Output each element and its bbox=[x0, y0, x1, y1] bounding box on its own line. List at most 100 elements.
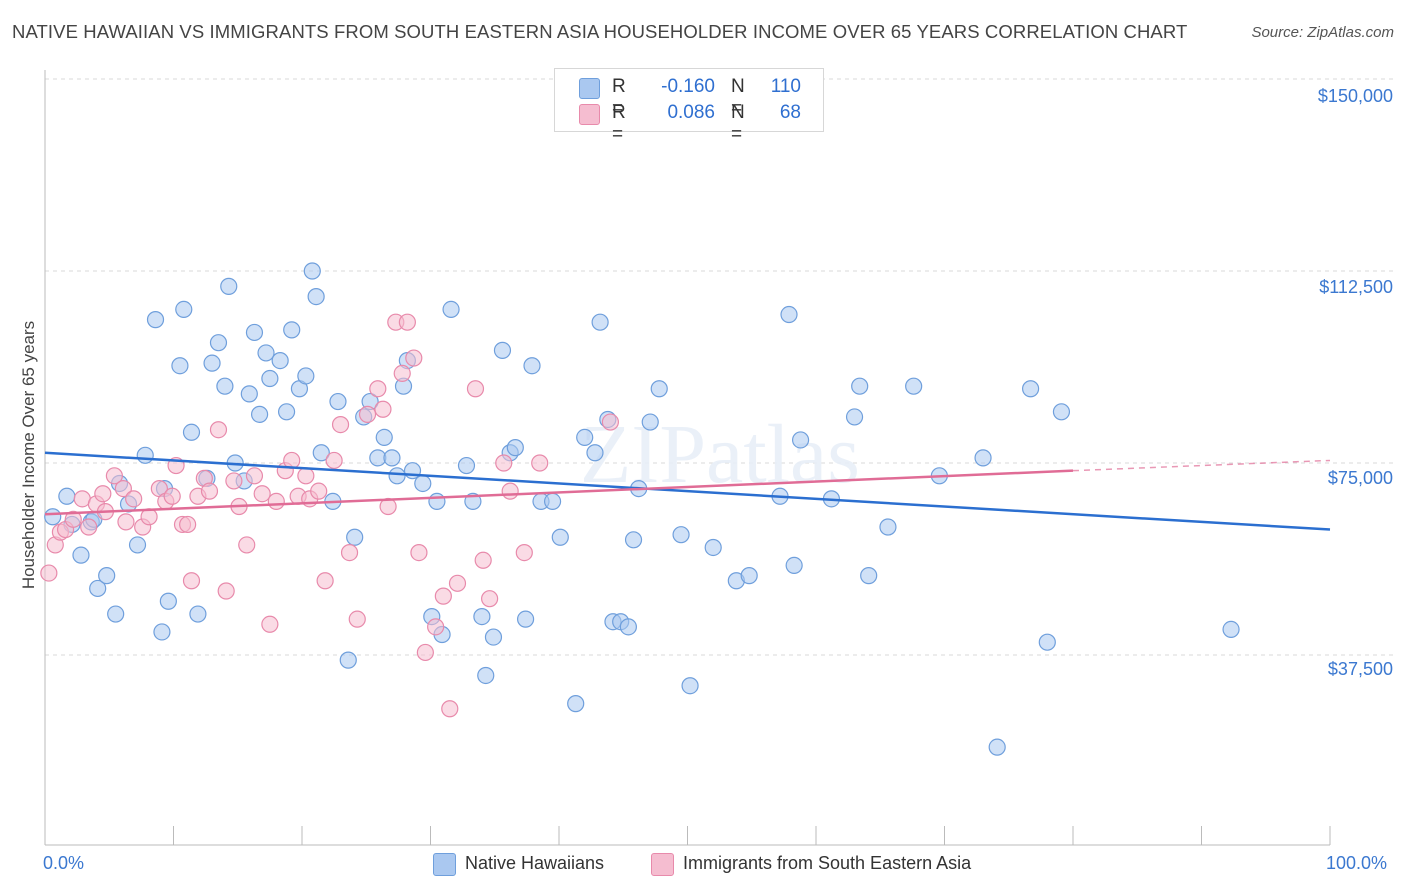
data-point bbox=[851, 377, 869, 395]
data-point bbox=[601, 413, 620, 431]
data-point bbox=[153, 623, 171, 641]
data-point bbox=[501, 482, 519, 500]
data-point bbox=[240, 385, 258, 403]
data-point bbox=[398, 313, 416, 331]
data-point bbox=[277, 403, 296, 421]
data-point bbox=[374, 400, 392, 418]
legend-swatch-pink bbox=[651, 853, 674, 876]
data-point bbox=[261, 369, 279, 388]
data-point bbox=[245, 323, 264, 342]
data-point bbox=[473, 607, 491, 626]
chart-title: NATIVE HAWAIIAN VS IMMIGRANTS FROM SOUTH… bbox=[12, 21, 1188, 42]
data-point bbox=[416, 643, 434, 662]
data-point bbox=[481, 590, 499, 608]
data-point bbox=[89, 579, 107, 598]
data-point bbox=[1052, 403, 1071, 421]
data-point bbox=[477, 666, 495, 685]
data-point bbox=[98, 567, 116, 585]
data-point bbox=[200, 482, 219, 500]
data-point bbox=[250, 405, 269, 423]
data-point bbox=[58, 487, 76, 505]
data-point bbox=[641, 413, 659, 431]
legend-label: Immigrants from South Eastern Asia bbox=[683, 853, 972, 873]
data-point bbox=[484, 628, 503, 646]
data-point bbox=[225, 472, 243, 490]
data-point bbox=[171, 357, 189, 375]
r-label: R = bbox=[612, 76, 626, 119]
data-point bbox=[331, 416, 350, 434]
n-label: N = bbox=[731, 76, 745, 119]
x-tick-label: 0.0% bbox=[43, 853, 85, 873]
data-point bbox=[383, 449, 401, 467]
data-point bbox=[340, 543, 359, 562]
stats-legend: R = -0.160 N = 110 R = 0.086 N = 68 bbox=[554, 68, 824, 145]
data-point bbox=[209, 421, 228, 439]
data-point bbox=[238, 536, 256, 554]
data-point bbox=[493, 341, 512, 359]
axes bbox=[44, 70, 1331, 846]
data-point bbox=[64, 510, 82, 528]
data-point bbox=[310, 482, 328, 500]
data-point bbox=[681, 677, 699, 695]
data-point bbox=[303, 262, 321, 280]
r-value: 0.086 bbox=[667, 102, 715, 123]
data-point bbox=[785, 556, 803, 575]
r-value: -0.160 bbox=[661, 76, 715, 97]
data-point bbox=[410, 543, 428, 562]
data-point bbox=[405, 349, 423, 367]
data-point bbox=[297, 467, 315, 485]
data-point bbox=[358, 405, 377, 423]
data-point bbox=[105, 467, 123, 485]
data-point bbox=[125, 490, 143, 508]
legend-swatch-blue bbox=[433, 853, 456, 876]
data-point bbox=[515, 543, 533, 562]
data-point bbox=[114, 480, 132, 498]
data-point bbox=[146, 311, 165, 329]
data-point bbox=[586, 444, 604, 462]
data-point bbox=[312, 444, 330, 462]
data-point bbox=[297, 367, 315, 385]
data-point bbox=[283, 321, 301, 339]
data-point bbox=[543, 492, 562, 510]
data-point bbox=[879, 518, 897, 536]
legend-swatch-pink bbox=[579, 104, 600, 125]
data-point bbox=[474, 551, 492, 569]
data-point bbox=[740, 567, 758, 585]
trend-line-immigrants-extension bbox=[1072, 459, 1331, 472]
x-tick-label: 100.0% bbox=[1326, 853, 1388, 873]
data-point bbox=[974, 449, 992, 467]
data-point bbox=[466, 380, 485, 398]
data-point bbox=[988, 738, 1006, 756]
data-point bbox=[506, 439, 524, 457]
data-point bbox=[393, 364, 411, 382]
data-point bbox=[216, 377, 234, 395]
data-point bbox=[271, 352, 289, 370]
data-point bbox=[1222, 620, 1240, 639]
data-point bbox=[261, 615, 279, 633]
data-point bbox=[163, 487, 181, 505]
data-point bbox=[523, 357, 541, 375]
trend-line-native-hawaiians bbox=[44, 451, 1331, 531]
data-point bbox=[905, 377, 923, 395]
data-point bbox=[159, 592, 177, 610]
data-point bbox=[845, 408, 864, 426]
data-point bbox=[182, 572, 201, 590]
data-point bbox=[650, 380, 668, 398]
data-point bbox=[414, 474, 432, 493]
data-point bbox=[442, 300, 460, 318]
data-point bbox=[591, 313, 609, 331]
data-point bbox=[428, 492, 446, 510]
data-point bbox=[80, 518, 98, 536]
data-point bbox=[267, 492, 285, 510]
data-point bbox=[531, 454, 549, 472]
data-point bbox=[217, 582, 235, 600]
y-tick-label: $75,000 bbox=[1327, 468, 1393, 488]
data-point bbox=[329, 392, 347, 411]
series-immigrants-se-asia bbox=[40, 313, 620, 718]
data-point bbox=[220, 277, 238, 295]
n-label: N = bbox=[731, 102, 745, 145]
trend-line-immigrants bbox=[44, 469, 1074, 516]
data-point bbox=[307, 288, 325, 306]
data-point bbox=[369, 380, 387, 398]
